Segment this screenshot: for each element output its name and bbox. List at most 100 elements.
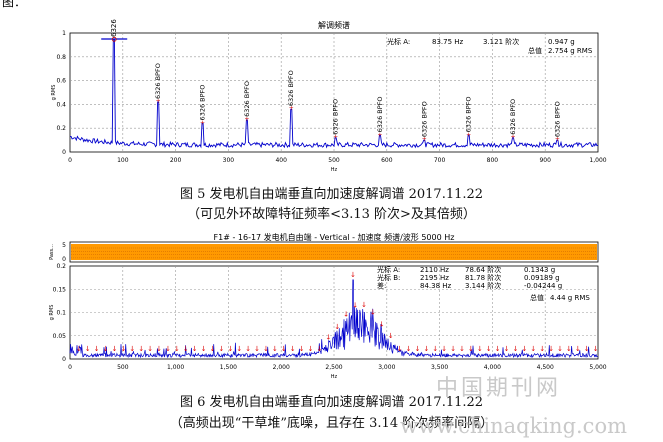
harmonic-marker: ↓ — [245, 345, 251, 353]
harmonic-marker: ↓ — [183, 345, 189, 353]
harmonic-marker: ↓ — [121, 345, 127, 353]
x-tick-label: 700 — [434, 157, 446, 164]
harmonic-marker: ↓ — [94, 345, 100, 353]
x-tick-label: 1,000 — [167, 364, 184, 371]
figure6-caption-line2: （高频出现“干草堆”底噪，且存在 3.14 阶次频率间隔） — [169, 416, 494, 431]
harmonic-marker: ↓ — [504, 345, 510, 353]
readout-freq: 2110 Hz — [420, 266, 449, 274]
y-tick-label: 0.05 — [53, 333, 67, 340]
x-tick-label: 1,000 — [589, 157, 606, 164]
harmonic-marker: ↓ — [227, 345, 233, 353]
harmonic-marker: ↓ — [388, 332, 394, 340]
x-tick-label: 100 — [117, 157, 129, 164]
harmonic-marker: ↓ — [513, 345, 519, 353]
y-tick-label: 0.2 — [56, 125, 66, 132]
waveform-tick-label: 0 — [62, 256, 66, 263]
harmonic-marker: ↓ — [236, 345, 242, 353]
watermark-cn: 中国期刊网 — [436, 376, 562, 401]
readout-label: 差: — [377, 281, 386, 290]
plot-frame — [69, 32, 599, 153]
chart-demodulation-spectrum: 0 100 200 300 400 500 600 700 800 900 1,000 0 0.2 0.4… — [51, 19, 607, 173]
y-tick-label: 1 — [62, 30, 66, 37]
x-tick-label: 3,000 — [378, 364, 395, 371]
readout-amp: 0.09189 g — [524, 274, 560, 282]
harmonic-marker: ↓ — [192, 345, 198, 353]
x-tick-label: 4,500 — [537, 364, 554, 371]
figure5-caption-line2: （可见外环故障特征频率<3.13 阶次>及其倍频） — [187, 207, 476, 222]
y-tick-label: 0.4 — [56, 101, 66, 108]
readout-label: 光标 A: — [377, 265, 400, 274]
harmonic-marker: ↓ — [174, 345, 180, 353]
x-tick-label: 2,000 — [273, 364, 290, 371]
x-axis-label: Hz — [331, 374, 338, 380]
harmonic-label: 6326 BPFO — [287, 70, 295, 106]
harmonic-marker: ↓ — [361, 301, 367, 309]
harmonic-marker: + — [510, 134, 515, 141]
spectrum-series — [69, 279, 599, 359]
waveform-ylabel: Pass... — [49, 244, 55, 260]
harmonic-marker: ↓ — [432, 345, 438, 353]
harmonic-marker: + — [156, 98, 161, 105]
harmonic-marker: ↓ — [343, 311, 349, 319]
harmonic-marker: + — [422, 136, 427, 143]
readout-total-label: 总值 — [530, 293, 544, 302]
x-tick-label: 800 — [487, 157, 499, 164]
readout-order: 3.121 阶次 — [483, 37, 519, 46]
harmonic-marker: ↓ — [85, 345, 91, 353]
x-tick-label: 400 — [275, 157, 287, 164]
harmonic-marker: ↓ — [156, 345, 162, 353]
harmonic-marker: ↓ — [584, 345, 590, 353]
harmonic-marker: ↓ — [219, 345, 225, 353]
corner-text: 图： — [2, 0, 27, 9]
harmonic-label: 6326 BPFO — [243, 81, 251, 117]
waveform-tick-label: 5 — [62, 242, 66, 249]
readout-amp: 0.947 g — [548, 38, 575, 46]
harmonic-marker: ↓ — [103, 345, 109, 353]
figure5-caption-line1: 图 5 发电机自由端垂直向加速度解调谱 2017.11.22 — [179, 187, 484, 202]
chart-acceleration-spectrum: F1# - 16-17 发电机自由端 - Vertical - 加速度 频谱/波… — [49, 232, 607, 380]
harmonic-marker: ↓ — [299, 345, 305, 353]
x-tick-label: 2,500 — [325, 364, 342, 371]
harmonic-marker: ↓ — [129, 345, 135, 353]
harmonic-label: 6326 BPFO — [509, 99, 517, 135]
readout-order: 3.144 阶次 — [465, 281, 501, 290]
harmonic-marker: ↓ — [352, 302, 358, 310]
harmonic-marker: ↓ — [112, 345, 118, 353]
readout-freq: 83.75 Hz — [432, 38, 464, 46]
harmonic-marker: + — [289, 105, 294, 112]
readout-total: 2.754 g RMS — [548, 47, 593, 55]
x-tick-label: 0 — [68, 364, 72, 371]
y-tick-label: 0 — [62, 356, 66, 363]
harmonic-label: 6326 BPFO — [199, 85, 207, 121]
x-tick-label: 1,500 — [220, 364, 237, 371]
x-tick-label: 900 — [539, 157, 551, 164]
watermark-url: www.chinaqking.com — [400, 414, 628, 438]
harmonic-label: 6326 BPFO — [154, 63, 162, 99]
readout-label-a: 光标 A: — [387, 37, 410, 46]
cursor-marker — [111, 36, 117, 42]
y-tick-label: 0 — [62, 149, 66, 156]
cursor-marker: ↓ — [350, 271, 356, 279]
x-axis-label: Hz — [331, 167, 338, 173]
harmonic-marker: ↓ — [165, 345, 171, 353]
harmonic-marker: ↓ — [459, 345, 465, 353]
harmonic-marker: ↓ — [593, 345, 599, 353]
harmonic-label: 6326 BPFO — [465, 96, 473, 132]
harmonic-marker: ↓ — [308, 345, 314, 353]
harmonic-marker: ↓ — [325, 333, 331, 341]
harmonic-marker: ↓ — [495, 345, 501, 353]
harmonic-marker: ↓ — [147, 345, 153, 353]
harmonic-marker: ↓ — [530, 345, 536, 353]
harmonic-marker: ↓ — [423, 345, 429, 353]
harmonic-label: 6326 BPFO — [332, 99, 340, 135]
x-tick-label: 0 — [68, 157, 72, 164]
harmonic-marker: + — [377, 131, 382, 138]
chart-title: F1# - 16-17 发电机自由端 - Vertical - 加速度 频谱/波… — [214, 232, 455, 242]
harmonic-marker: ↓ — [450, 345, 456, 353]
harmonic-marker: + — [555, 136, 560, 143]
harmonic-marker: ↓ — [441, 345, 447, 353]
harmonic-marker: ↓ — [317, 345, 323, 353]
y-tick-label: 0.15 — [53, 286, 67, 293]
y-tick-label: 0.8 — [56, 54, 66, 61]
harmonic-label: 6326 BPFO — [553, 101, 561, 137]
